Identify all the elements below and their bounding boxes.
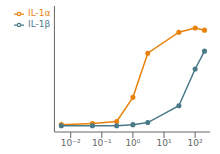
svg-text:10¹: 10¹	[157, 138, 172, 148]
html-text:IL-1α: IL-1α	[28, 8, 51, 18]
svg-text:10⁻¹: 10⁻¹	[92, 138, 112, 148]
svg-text:10⁰: 10⁰	[125, 138, 140, 148]
svg-text:10⁻²: 10⁻²	[61, 138, 81, 148]
svg-text:10²: 10²	[188, 138, 203, 148]
html-text:IL-1β: IL-1β	[28, 19, 51, 29]
